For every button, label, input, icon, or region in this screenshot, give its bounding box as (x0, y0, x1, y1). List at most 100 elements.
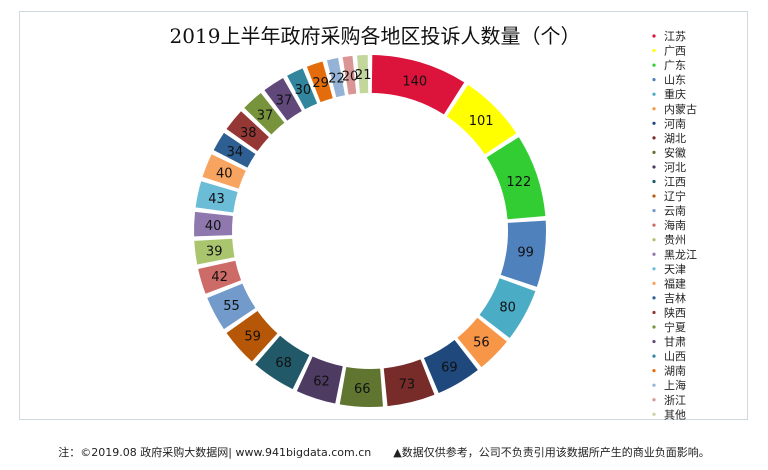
slice-19 (213, 132, 256, 168)
slice-21 (244, 92, 285, 135)
slice-label-7: 69 (441, 360, 458, 375)
legend-item-4: 山东 (664, 74, 686, 87)
legend-swatch-15 (652, 238, 656, 242)
slice-13 (207, 283, 256, 330)
legend-item-6: 内蒙古 (664, 102, 697, 116)
slice-label-4: 99 (517, 246, 534, 261)
legend-item-10: 河北 (664, 161, 686, 174)
slice-18 (202, 154, 246, 189)
legend-item-21: 宁夏 (664, 320, 686, 334)
slice-label-26: 20 (342, 69, 359, 84)
legend-swatch-5 (652, 92, 656, 96)
chart-title: 2019上半年政府采购各地区投诉人数量（个） (170, 24, 581, 48)
slice-label-25: 22 (328, 72, 345, 87)
legend-item-9: 安徽 (664, 145, 686, 159)
slice-23 (287, 68, 318, 110)
slice-label-17: 43 (208, 192, 225, 207)
slice-27 (357, 55, 369, 94)
slice-label-27: 21 (355, 68, 372, 83)
slice-5 (479, 278, 536, 339)
slice-7 (423, 340, 478, 394)
slice-label-2: 101 (469, 114, 494, 129)
footnote: 注：©2019.08 政府采购大数据网| www.941bigdata.com.… (0, 444, 768, 460)
slice-label-21: 37 (257, 108, 274, 123)
legend-swatch-3 (652, 63, 656, 67)
slice-label-19: 34 (227, 145, 244, 160)
donut-chart: 2019上半年政府采购各地区投诉人数量（个） 140 101 122 99 80 56 69… (170, 24, 697, 421)
legend-swatch-7 (652, 121, 656, 125)
slice-label-8: 73 (399, 378, 416, 393)
slice-4 (500, 220, 546, 287)
legend-swatch-20 (652, 310, 656, 315)
slice-label-23: 30 (295, 83, 312, 98)
legend-item-18: 福建 (664, 276, 686, 290)
slice-label-6: 56 (473, 336, 490, 351)
slice-15 (194, 238, 235, 265)
legend-swatch-10 (652, 165, 656, 169)
slice-2 (446, 84, 517, 155)
legend-swatch-24 (652, 369, 656, 373)
legend-item-15: 贵州 (664, 234, 686, 247)
legend-item-13: 云南 (664, 205, 686, 218)
legend-item-19: 吉林 (664, 291, 686, 305)
legend-item-22: 甘肃 (664, 336, 686, 349)
slice-3 (486, 137, 546, 220)
legend: 江苏广西广东山东重庆内蒙古河南湖北安徽河北江西辽宁云南海南贵州黑龙江天津福建吉林… (652, 30, 697, 421)
slice-26 (342, 55, 357, 95)
slice-25 (326, 57, 345, 98)
slice-label-5: 80 (499, 300, 516, 315)
slice-6 (457, 317, 507, 368)
legend-swatch-16 (652, 252, 656, 256)
legend-swatch-4 (652, 78, 656, 82)
slice-17 (195, 181, 238, 213)
legend-swatch-6 (652, 107, 656, 111)
legend-item-24: 湖南 (664, 365, 686, 378)
slice-22 (264, 77, 302, 121)
slice-label-18: 40 (216, 166, 233, 181)
slice-14 (198, 260, 242, 294)
slice-label-12: 59 (244, 329, 261, 344)
legend-swatch-18 (652, 281, 656, 285)
legend-swatch-13 (652, 209, 656, 213)
slice-10 (296, 356, 343, 404)
legend-item-5: 重庆 (664, 87, 686, 101)
legend-item-2: 广西 (664, 45, 686, 58)
legend-item-1: 江苏 (664, 30, 686, 43)
legend-swatch-2 (652, 48, 656, 53)
slice-12 (226, 310, 278, 362)
slice-label-24: 29 (312, 76, 329, 91)
legend-swatch-9 (652, 150, 656, 154)
slice-label-10: 62 (313, 374, 330, 389)
legend-item-26: 浙江 (664, 394, 686, 407)
slice-label-16: 40 (205, 219, 222, 234)
legend-item-25: 上海 (664, 378, 686, 392)
legend-swatch-23 (652, 354, 656, 358)
legend-item-12: 辽宁 (664, 189, 686, 203)
legend-swatch-19 (652, 296, 656, 300)
slice-11 (255, 335, 310, 390)
slice-9 (339, 366, 383, 407)
legend-item-20: 陕西 (664, 305, 686, 319)
legend-swatch-8 (652, 136, 656, 140)
legend-swatch-14 (652, 223, 656, 227)
legend-item-8: 湖北 (664, 132, 686, 145)
slice-1 (371, 55, 465, 115)
legend-item-16: 黑龙江 (664, 248, 697, 261)
slice-label-15: 39 (206, 244, 223, 259)
source-note: 注：©2019.08 政府采购大数据网| www.941bigdata.com.… (58, 446, 372, 459)
legend-swatch-11 (652, 179, 656, 184)
legend-item-14: 海南 (664, 218, 686, 232)
slice-label-3: 122 (506, 175, 531, 190)
slice-label-11: 68 (275, 356, 292, 371)
legend-item-23: 山西 (664, 350, 686, 363)
legend-swatch-21 (652, 325, 656, 329)
legend-swatch-27 (652, 412, 656, 416)
legend-item-3: 广东 (664, 59, 686, 72)
chart-frame: 2019上半年政府采购各地区投诉人数量（个） 140 101 122 99 80 56 69… (19, 11, 748, 421)
slices-group (193, 55, 546, 407)
legend-item-17: 天津 (664, 263, 686, 276)
legend-item-11: 江西 (664, 176, 686, 189)
slice-labels-group: 140 101 122 99 80 56 69 73 66 62 68 59 55 42 39 40 43 40 3… (205, 68, 534, 397)
legend-swatch-12 (652, 194, 656, 198)
slice-label-13: 55 (223, 299, 240, 314)
